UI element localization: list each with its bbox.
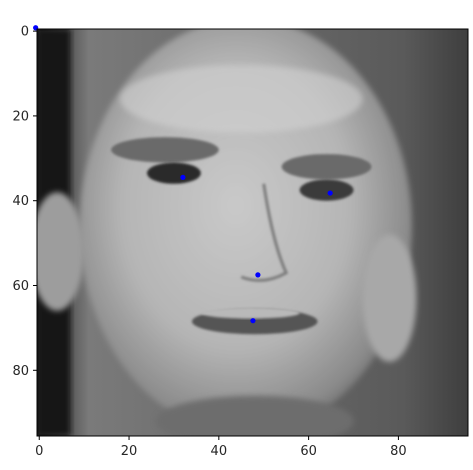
x-axis: 0 20 40 60 80 xyxy=(35,436,407,459)
y-tick-label: 40 xyxy=(12,194,29,209)
x-tick-label: 20 xyxy=(121,444,138,459)
face-image xyxy=(37,29,468,436)
scatter-point-3 xyxy=(327,190,333,196)
image-left-ear xyxy=(37,192,85,311)
image-lip xyxy=(200,307,300,319)
image-chin-shadow xyxy=(156,395,354,436)
image-right-brow xyxy=(281,154,372,180)
scatter-point-4 xyxy=(255,272,261,278)
image-face xyxy=(79,29,412,434)
x-tick-label: 40 xyxy=(211,444,228,459)
y-tick-label: 0 xyxy=(21,25,29,40)
x-tick-label: 80 xyxy=(390,444,407,459)
image-right-ear xyxy=(362,234,417,362)
x-tick-label: 60 xyxy=(300,444,317,459)
image-forehead xyxy=(120,65,363,133)
image-left-brow xyxy=(111,137,219,163)
image-right-eye xyxy=(299,179,354,201)
scatter-point-5 xyxy=(250,318,256,324)
y-tick-label: 20 xyxy=(12,109,29,124)
y-tick-label: 60 xyxy=(12,279,29,294)
axes-frame xyxy=(36,28,469,437)
scatter-points xyxy=(33,25,333,324)
scatter-point-2 xyxy=(180,174,186,180)
y-axis: 0 20 40 60 80 xyxy=(12,25,37,379)
y-tick-label: 80 xyxy=(12,364,29,379)
x-tick-label: 0 xyxy=(35,444,43,459)
image-nose xyxy=(240,183,289,282)
image-left-eye xyxy=(146,162,201,184)
